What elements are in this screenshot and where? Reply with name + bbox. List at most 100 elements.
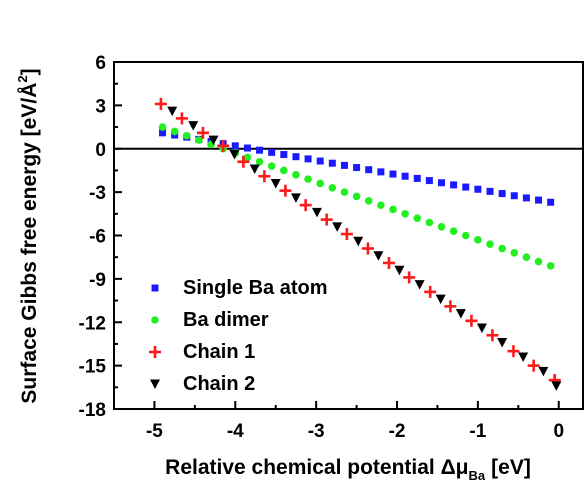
data-point (402, 173, 409, 180)
data-point (291, 193, 301, 203)
data-point (511, 192, 518, 199)
data-point (383, 257, 395, 269)
x-tick-label: -5 (146, 421, 163, 442)
data-point (217, 140, 229, 152)
data-point (377, 168, 384, 175)
data-point (292, 171, 300, 179)
data-point (305, 155, 312, 162)
y-tick-label: -15 (79, 357, 107, 378)
data-point (300, 199, 312, 211)
legend-marker-ba-dimer (151, 316, 159, 324)
legend-label-chain-2: Chain 2 (183, 373, 255, 395)
data-point (292, 153, 299, 160)
data-point (535, 197, 542, 204)
data-point (256, 147, 263, 154)
y-axis-title-end: ] (18, 68, 41, 75)
data-point (438, 179, 445, 186)
data-point (373, 251, 383, 261)
data-point (465, 315, 477, 327)
data-point (403, 271, 415, 283)
data-point (499, 190, 506, 197)
data-point (353, 193, 361, 201)
y-tick-label: -6 (89, 227, 106, 248)
data-point (436, 295, 446, 305)
data-point (538, 367, 548, 377)
data-point (341, 188, 349, 196)
data-point (462, 184, 469, 191)
y-axis-title: Surface Gibbs free energy [eV/Å2] (15, 68, 41, 403)
data-point (450, 181, 457, 188)
data-point (510, 249, 518, 257)
x-axis-title-main: Relative chemical potential Δμ (165, 456, 468, 479)
y-tick-label: 6 (95, 53, 106, 74)
data-point (353, 237, 363, 247)
data-point (316, 180, 324, 188)
data-point (486, 240, 494, 248)
x-axis-title-subscript: Ba (469, 468, 486, 483)
data-point (341, 162, 348, 169)
x-tick-label: 0 (553, 421, 564, 442)
data-point (171, 128, 179, 136)
data-point (456, 309, 466, 319)
data-point (535, 258, 543, 266)
data-point (188, 121, 198, 131)
data-point (195, 136, 203, 144)
y-tick-label: 3 (95, 96, 106, 117)
data-point (426, 177, 433, 184)
data-point (258, 170, 270, 182)
y-axis-title-superscript: 2 (15, 75, 30, 82)
data-point (279, 185, 291, 197)
data-point (268, 162, 276, 170)
data-point (523, 194, 530, 201)
data-point (523, 253, 531, 261)
data-point (271, 179, 281, 189)
y-axis-title-main: Surface Gibbs free energy [eV/Å (17, 83, 41, 404)
y-tick-label: -18 (79, 400, 106, 421)
legend-label-single-ba-atom: Single Ba atom (183, 277, 327, 299)
data-point (176, 112, 188, 124)
data-point (518, 352, 528, 362)
data-point (321, 214, 333, 226)
legend-label-chain-1: Chain 1 (183, 341, 255, 363)
data-point (244, 145, 251, 152)
x-tick-label: -2 (389, 421, 406, 442)
data-point (497, 338, 507, 348)
data-point (507, 345, 519, 357)
data-point (329, 160, 336, 167)
data-point (528, 360, 540, 372)
data-point (268, 149, 275, 156)
data-point (183, 132, 191, 140)
data-point (362, 243, 374, 255)
y-tick-label: -12 (79, 313, 106, 334)
x-tick-label: -4 (227, 421, 244, 442)
data-point (547, 262, 555, 270)
data-point (477, 324, 487, 334)
data-point (304, 175, 312, 183)
data-point (389, 206, 397, 214)
legend-label-ba-dimer: Ba dimer (183, 309, 269, 331)
y-tick-label: -3 (89, 183, 106, 204)
data-point (415, 280, 425, 290)
legend: Single Ba atom Ba dimer Chain 1 Chain 2 (149, 277, 327, 395)
legend-markers (149, 285, 161, 390)
data-point (365, 166, 372, 173)
x-axis-title-unit: [eV] (491, 456, 531, 479)
data-point (498, 245, 506, 253)
data-point (377, 201, 385, 209)
data-point (232, 142, 239, 149)
legend-marker-chain-2 (150, 380, 160, 390)
data-point (444, 300, 456, 312)
x-tick-label: -1 (469, 421, 486, 442)
data-point (487, 188, 494, 195)
data-point (250, 164, 260, 174)
data-point (244, 154, 252, 162)
data-point (413, 214, 421, 222)
data-point (317, 158, 324, 165)
data-point (450, 227, 458, 235)
data-point (280, 167, 288, 175)
x-tick-label: -3 (308, 421, 325, 442)
data-point (155, 98, 167, 110)
data-point (462, 232, 470, 240)
y-tick-label: -9 (89, 270, 106, 291)
